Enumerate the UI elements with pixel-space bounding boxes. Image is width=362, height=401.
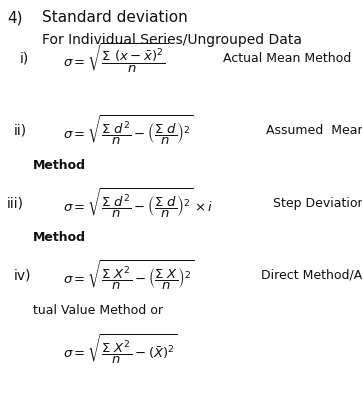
Text: Step Deviation: Step Deviation [273, 196, 362, 209]
Text: Direct Method/Ac-: Direct Method/Ac- [261, 268, 362, 281]
Text: Method: Method [33, 158, 85, 171]
Text: 4): 4) [7, 10, 23, 25]
Text: $\sigma = \sqrt{\dfrac{\Sigma\ (x - \bar{x})^2}{n}}$: $\sigma = \sqrt{\dfrac{\Sigma\ (x - \bar… [63, 41, 169, 75]
Text: iv): iv) [14, 268, 31, 282]
Text: Actual Mean Method: Actual Mean Method [223, 52, 351, 65]
Text: Method: Method [33, 231, 85, 243]
Text: $\sigma = \sqrt{\dfrac{\Sigma\ X^2}{n} - \left(\dfrac{\Sigma\ X}{n}\right)^2}$: $\sigma = \sqrt{\dfrac{\Sigma\ X^2}{n} -… [63, 258, 194, 292]
Text: ii): ii) [14, 124, 27, 137]
Text: Standard deviation: Standard deviation [42, 10, 188, 25]
Text: $\sigma = \sqrt{\dfrac{\Sigma\ d^2}{n} - \left(\dfrac{\Sigma\ d}{n}\right)^2} \t: $\sigma = \sqrt{\dfrac{\Sigma\ d^2}{n} -… [63, 186, 214, 219]
Text: For Individual Series/Ungrouped Data: For Individual Series/Ungrouped Data [42, 33, 302, 47]
Text: tual Value Method or: tual Value Method or [33, 303, 163, 316]
Text: Assumed  Mean: Assumed Mean [266, 124, 362, 137]
Text: $\sigma = \sqrt{\dfrac{\Sigma\ d^2}{n} - \left(\dfrac{\Sigma\ d}{n}\right)^2}$: $\sigma = \sqrt{\dfrac{\Sigma\ d^2}{n} -… [63, 113, 194, 147]
Text: iii): iii) [7, 196, 24, 209]
Text: i): i) [20, 51, 29, 65]
Text: $\sigma = \sqrt{\dfrac{\Sigma\ X^2}{n} - (\bar{X})^2}$: $\sigma = \sqrt{\dfrac{\Sigma\ X^2}{n} -… [63, 332, 178, 366]
